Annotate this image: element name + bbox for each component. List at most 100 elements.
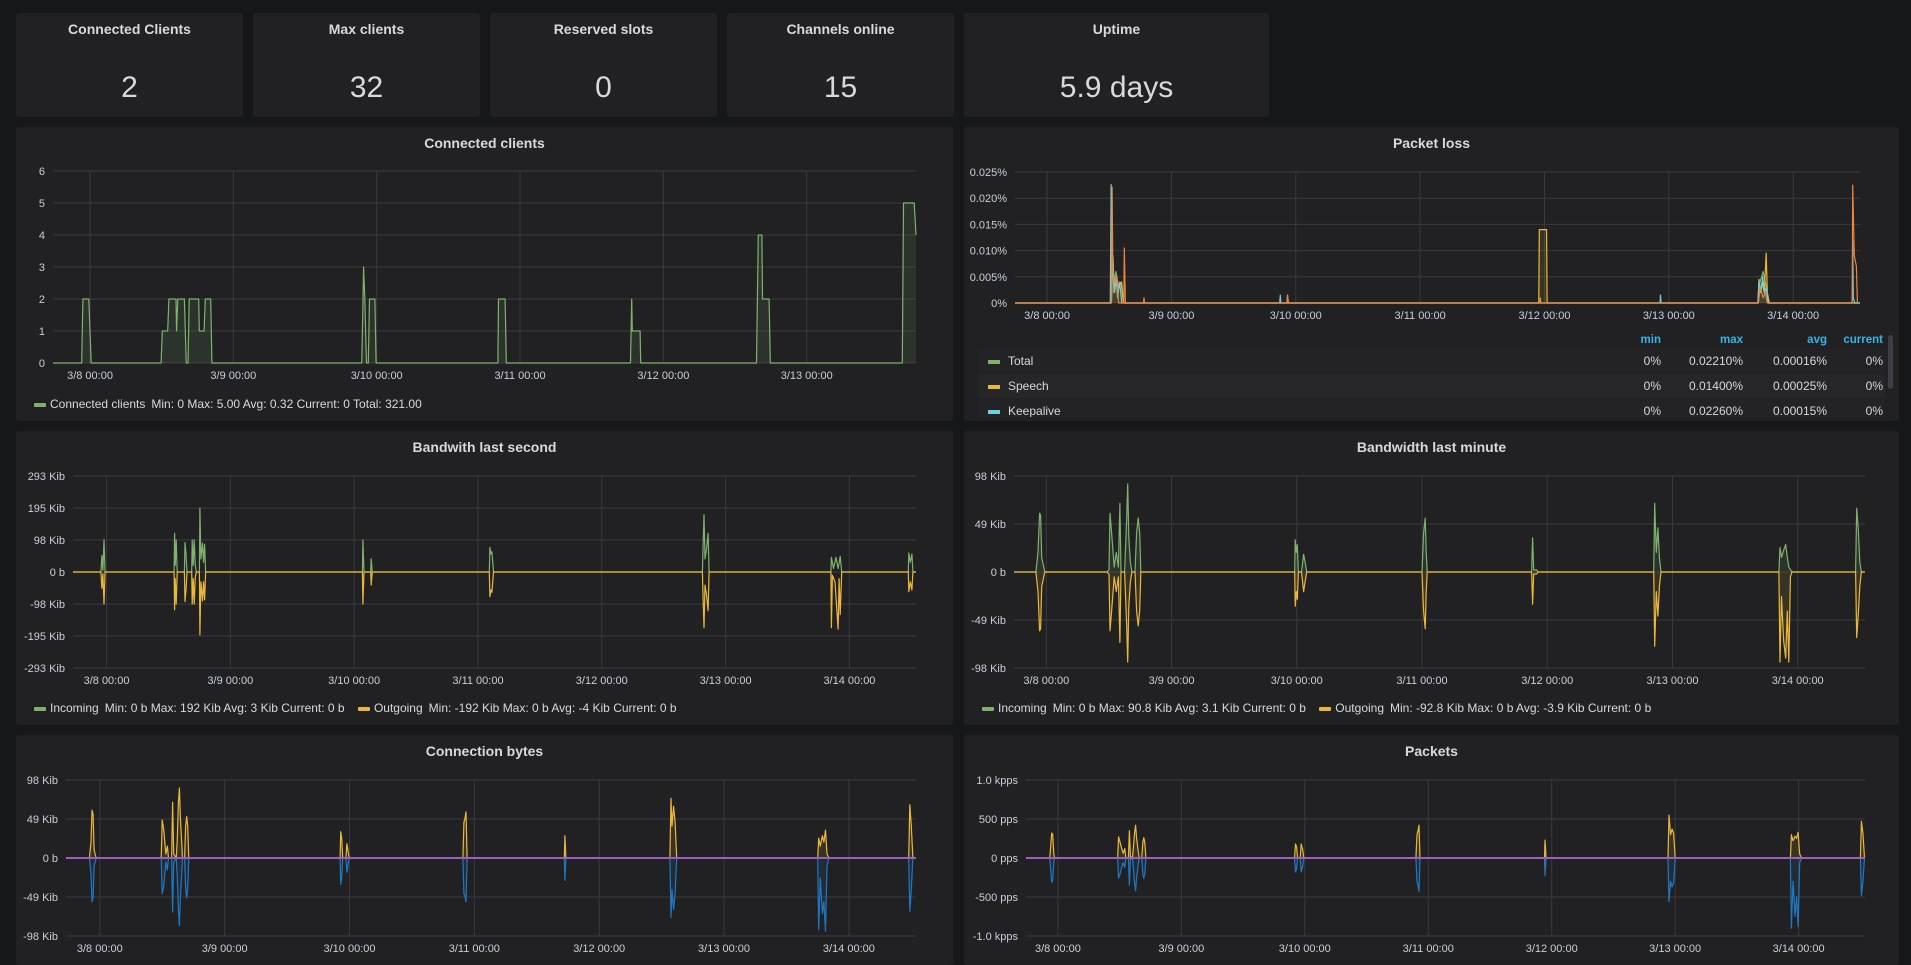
y-tick-label: 0.020% [970, 193, 1008, 205]
y-tick-label: 500 pps [979, 814, 1019, 826]
legend-item[interactable]: Outgoing Min: -192 Kib Max: 0 b Avg: -4 K… [357, 701, 677, 715]
stat-value: 32 [349, 71, 384, 104]
legend-item[interactable]: Incoming Min: 0 b Max: 90.8 Kib Avg: 3.1 … [982, 701, 1309, 715]
panel-title: Connected clients [424, 135, 545, 151]
y-tick-label: 0 b [50, 567, 65, 579]
x-tick-label: 3/14 00:00 [1773, 943, 1825, 955]
series-area-incoming [1026, 815, 1865, 858]
y-tick-label: -49 Kib [971, 615, 1006, 627]
x-tick-label: 3/9 00:00 [202, 943, 248, 955]
legend-series-name: Outgoing [373, 701, 423, 715]
y-tick-label: 2 [39, 294, 45, 306]
stat-panel-connected-clients[interactable]: Connected Clients 2 [16, 13, 243, 117]
column-header-avg[interactable]: avg [1807, 334, 1827, 346]
panel-title: Connection bytes [425, 743, 544, 759]
y-tick-label: 0.005% [970, 272, 1008, 284]
x-tick-label: 3/13 00:00 [781, 370, 833, 382]
legend-max: 0.02260% [1688, 404, 1743, 417]
stat-title: Channels online [786, 21, 895, 37]
x-tick-label: 3/9 00:00 [207, 675, 253, 687]
series-line-incoming [1026, 814, 1866, 859]
legend-table: min max avg current Total 0% 0.02210% 0.… [978, 331, 1885, 417]
graph-panel-packet-loss[interactable]: Packet loss 0% 0.005% 0.010% 0.015% 0.020% 0.… [964, 127, 1899, 421]
legend-item[interactable]: Connected clients Min: 0 Max: 5.00 Avg: 0… [34, 397, 422, 411]
y-tick-label: 49 Kib [975, 519, 1006, 531]
stat-panel-max-clients[interactable]: Max clients 32 [253, 13, 480, 117]
x-tick-label: 3/10 00:00 [1271, 675, 1323, 687]
y-tick-label: 0.025% [970, 167, 1008, 179]
graph-panel-connected-clients[interactable]: Connected clients 0 1 2 3 4 5 6 3/8 00:00 3/9 00… [16, 127, 953, 421]
y-tick-label: 0 b [43, 853, 58, 865]
panel-title: Bandwidth last minute [1356, 439, 1507, 455]
series-line-total [1015, 255, 1860, 304]
stat-panel-uptime[interactable]: Uptime 5.9 days [964, 13, 1269, 117]
legend-avg: 0.00016% [1772, 354, 1827, 368]
x-tick-label: 3/8 00:00 [77, 943, 123, 955]
y-tick-label: -195 Kib [24, 631, 65, 643]
legend-row[interactable]: Speech 0% 0.01400% 0.00025% 0% [978, 374, 1885, 398]
legend-swatch [357, 706, 370, 711]
x-tick-label: 3/10 00:00 [328, 675, 380, 687]
y-tick-label: 6 [39, 166, 45, 178]
legend-row[interactable]: Keepalive 0% 0.02260% 0.00015% 0% [978, 399, 1885, 417]
y-tick-label: 3 [39, 262, 45, 274]
panel-title: Packets [1405, 743, 1458, 759]
series-area-incoming [1014, 483, 1865, 572]
graph-panel-bandwidth-last-second[interactable]: Bandwith last second 293 Kib 195 Kib 98 Ki… [16, 431, 953, 725]
stat-panel-channels-online[interactable]: Channels online 15 [727, 13, 954, 117]
legend: Incoming Min: 0 b Max: 90.8 Kib Avg: 3.1 … [982, 701, 1661, 715]
series-area-incoming-speech [66, 788, 916, 858]
legend-item[interactable]: Incoming Min: 0 b Max: 192 Kib Avg: 3 Kib… [34, 701, 348, 715]
y-tick-label: -98 Kib [971, 663, 1006, 675]
graph-panel-packets[interactable]: Packets 1.0 kpps 500 pps 0 pps -500 pps -1.0… [964, 735, 1899, 965]
x-tick-label: 3/11 00:00 [1396, 675, 1447, 687]
x-tick-label: 3/9 00:00 [210, 370, 256, 382]
x-tick-label: 3/13 00:00 [698, 943, 750, 955]
legend-min: 0% [1643, 404, 1661, 417]
stat-panel-reserved-slots[interactable]: Reserved slots 0 [490, 13, 717, 117]
legend-avg: 0.00015% [1772, 404, 1827, 417]
y-tick-label: 0% [991, 298, 1007, 310]
chart-svg: 1.0 kpps 500 pps 0 pps -500 pps -1.0 kpps 3/8… [973, 775, 1866, 955]
legend-stats: Min: 0 b Max: 90.8 Kib Avg: 3.1 Kib Curr… [1052, 701, 1306, 715]
series-line-speech [1015, 229, 1860, 304]
column-header-min[interactable]: min [1640, 334, 1661, 346]
legend-swatch [34, 706, 46, 711]
column-header-current[interactable]: current [1843, 334, 1883, 346]
legend-scrollbar[interactable] [1888, 335, 1893, 389]
x-tick-label: 3/11 00:00 [449, 943, 500, 955]
x-tick-label: 3/8 00:00 [1023, 675, 1069, 687]
legend-max: 0.02210% [1688, 354, 1743, 368]
legend-swatch [1319, 706, 1332, 711]
legend-swatch [988, 359, 1000, 364]
series-line-keepalive [1015, 184, 1860, 304]
legend-max: 0.01400% [1688, 379, 1743, 393]
legend-item[interactable]: Outgoing Min: -92.8 Kib Max: 0 b Avg: -3.… [1319, 701, 1651, 715]
x-tick-label: 3/14 00:00 [823, 675, 875, 687]
chart-svg: 98 Kib 49 Kib 0 b -49 Kib -98 Kib 3/8 00:00 3/… [23, 775, 916, 955]
x-tick-label: 3/12 00:00 [637, 370, 689, 382]
graph-panel-bandwidth-last-minute[interactable]: Bandwidth last minute 98 Kib 49 Kib 0 b -49… [964, 431, 1899, 725]
legend-row[interactable]: Total 0% 0.02210% 0.00016% 0% [978, 349, 1885, 373]
series-line-incoming [73, 507, 916, 573]
panel-title: Packet loss [1392, 135, 1471, 151]
series-area-outgoing-speech [66, 858, 916, 932]
legend-current: 0% [1865, 379, 1883, 393]
legend-table-header: min max avg current [978, 331, 1885, 349]
series-area-speech [1015, 229, 1860, 303]
y-tick-label: 0.010% [970, 246, 1008, 258]
y-tick-label: 49 Kib [27, 814, 58, 826]
legend-series-name: Connected clients [50, 397, 146, 411]
legend-series-name: Total [1008, 354, 1034, 368]
legend-series-name: Keepalive [1008, 404, 1061, 417]
column-header-max[interactable]: max [1719, 334, 1743, 346]
chart-svg: 98 Kib 49 Kib 0 b -49 Kib -98 Kib 3/8 00:00 3/… [971, 471, 1865, 687]
legend-stats: Min: -92.8 Kib Max: 0 b Avg: -3.9 Kib Cu… [1390, 701, 1652, 715]
x-tick-label: 3/12 00:00 [1518, 310, 1570, 322]
legend-series-name: Incoming [50, 701, 99, 715]
stat-title: Connected Clients [68, 21, 191, 37]
y-tick-label: 98 Kib [34, 535, 65, 547]
legend: Incoming Min: 0 b Max: 192 Kib Avg: 3 Kib… [34, 701, 687, 715]
graph-panel-connection-bytes[interactable]: Connection bytes 98 Kib 49 Kib 0 b -49 Kib -… [16, 735, 953, 965]
series-line-control [1015, 184, 1858, 304]
